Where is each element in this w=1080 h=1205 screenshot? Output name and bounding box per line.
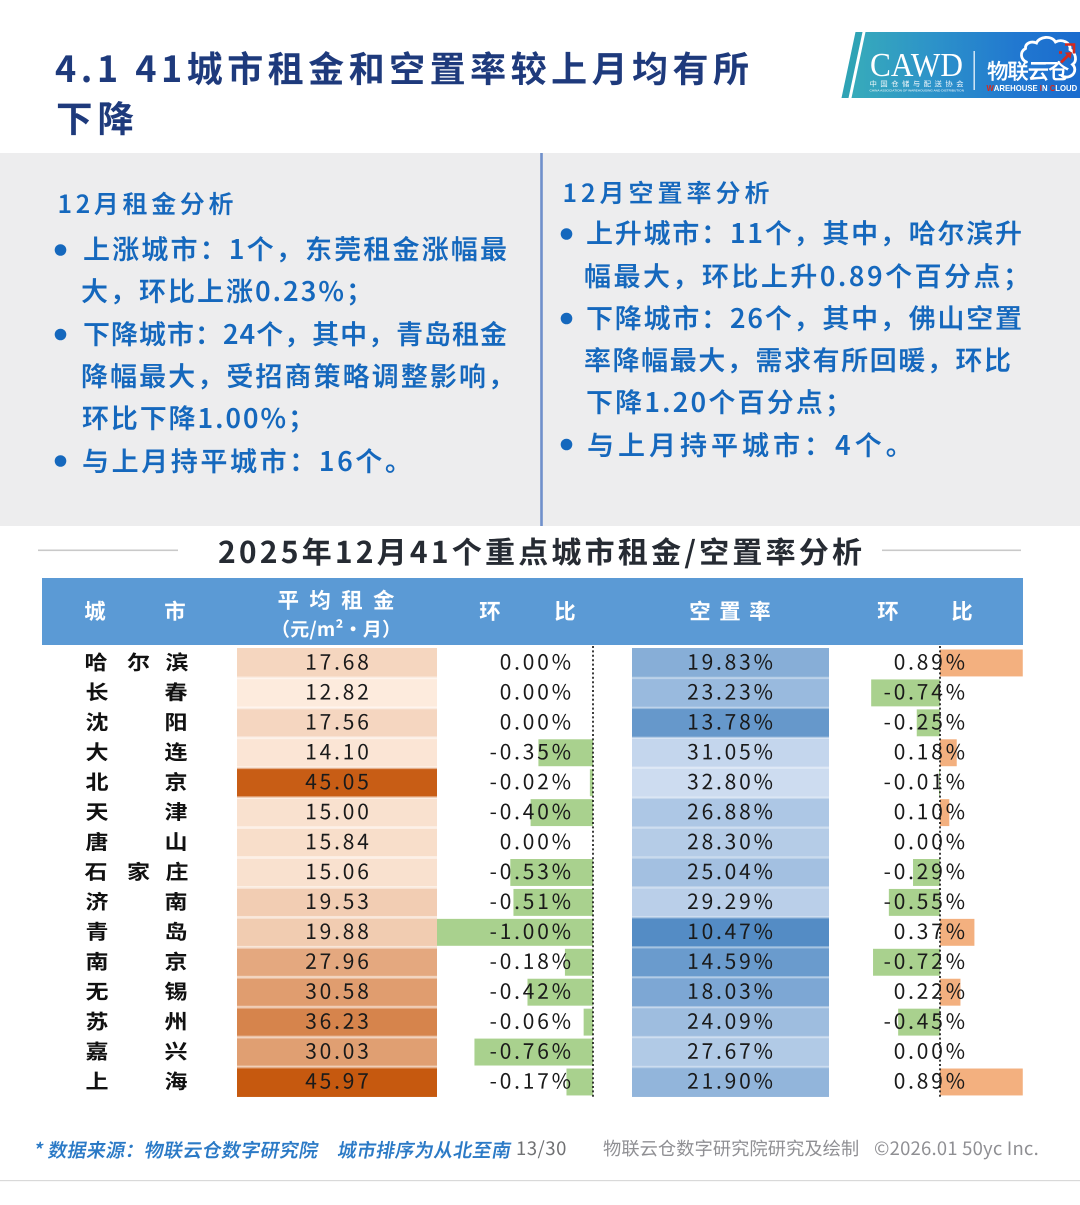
svg-text:CAWD: CAWD [870, 47, 963, 84]
svg-text:WAREHOUSE IN CLOUD: WAREHOUSE IN CLOUD [987, 83, 1078, 93]
svg-text:CHINA ASSOCIATION OF WAREHOUSI: CHINA ASSOCIATION OF WAREHOUSING AND DIS… [870, 88, 965, 92]
